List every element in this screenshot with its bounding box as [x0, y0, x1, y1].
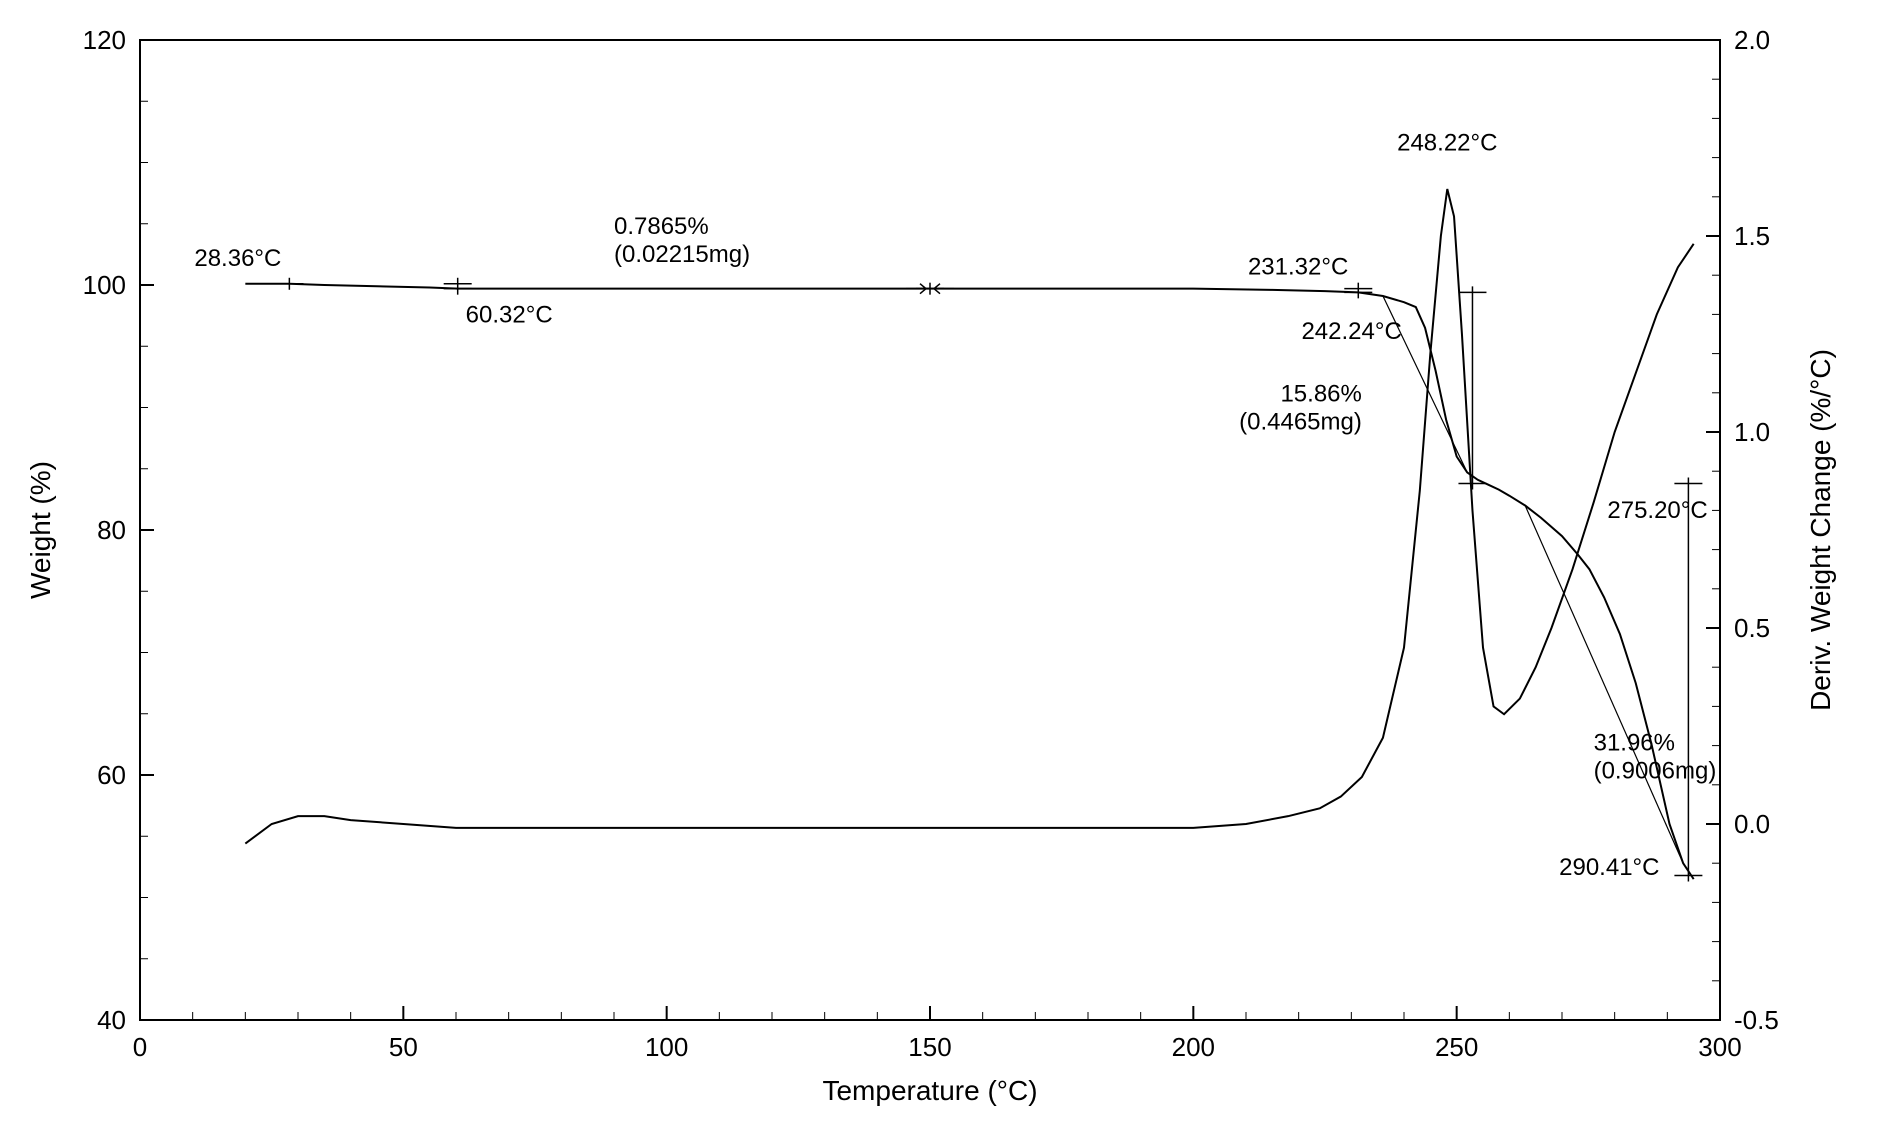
annotation-t3: 231.32°C [1248, 253, 1348, 280]
x-tick-label: 300 [1698, 1032, 1741, 1062]
annotation-p2a: 15.86% [1280, 380, 1361, 407]
x-tick-label: 250 [1435, 1032, 1478, 1062]
tga-chart: 0 50 100 150 200 250 300 Temperature (°C) 40 60 80… [0, 0, 1882, 1142]
annotation-t2: 60.32°C [466, 302, 553, 329]
annotation-t1: 28.36°C [194, 245, 281, 272]
yr-tick-label: 1.5 [1734, 221, 1770, 251]
x-axis-label: Temperature (°C) [822, 1075, 1037, 1106]
yr-tick-label: 1.0 [1734, 417, 1770, 447]
y-right-axis-label: Deriv. Weight Change (%/°C) [1805, 349, 1836, 711]
chart-svg: 0 50 100 150 200 250 300 Temperature (°C) 40 60 80… [0, 0, 1882, 1142]
x-tick-label: 200 [1172, 1032, 1215, 1062]
yl-tick-label: 100 [83, 270, 126, 300]
annotation-p1a: 0.7865% [614, 213, 709, 240]
yl-tick-label: 40 [97, 1005, 126, 1035]
x-tick-label: 0 [133, 1032, 147, 1062]
annotation-p3b: (0.9006mg) [1594, 758, 1717, 785]
annotation-p3a: 31.96% [1594, 730, 1675, 757]
yl-tick-label: 80 [97, 515, 126, 545]
x-tick-label: 100 [645, 1032, 688, 1062]
yr-tick-label: -0.5 [1734, 1005, 1779, 1035]
yr-tick-label: 0.5 [1734, 613, 1770, 643]
yr-tick-label: 0.0 [1734, 809, 1770, 839]
yl-tick-label: 120 [83, 25, 126, 55]
annotation-t7: 290.41°C [1559, 854, 1659, 881]
y-left-axis-label: Weight (%) [25, 461, 56, 599]
annotation-t4: 242.24°C [1301, 318, 1401, 345]
annotation-p1b: (0.02215mg) [614, 241, 750, 268]
x-tick-label: 50 [389, 1032, 418, 1062]
annotation-t6: 275.20°C [1607, 497, 1707, 524]
annotation-t5: 248.22°C [1397, 129, 1497, 156]
yl-tick-label: 60 [97, 760, 126, 790]
annotation-p2b: (0.4465mg) [1239, 409, 1362, 436]
x-tick-label: 150 [908, 1032, 951, 1062]
yr-tick-label: 2.0 [1734, 25, 1770, 55]
